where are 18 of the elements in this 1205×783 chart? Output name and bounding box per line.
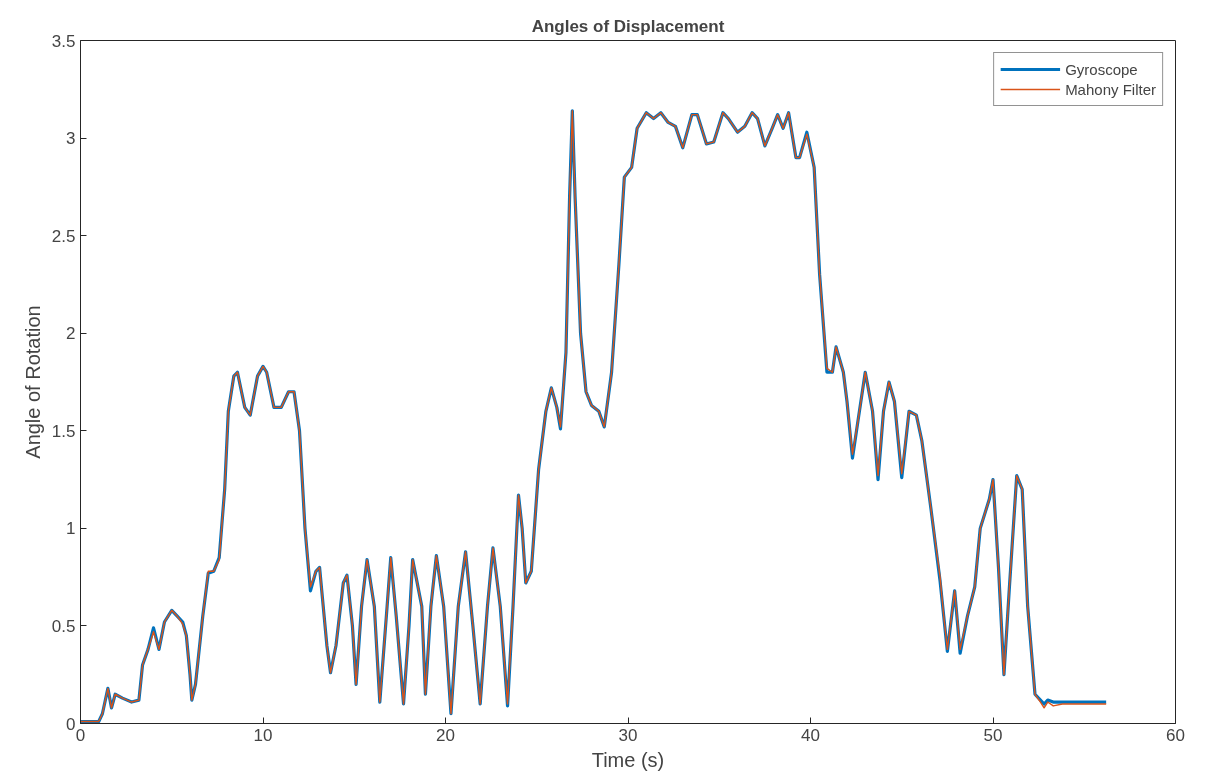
y-tick-label: 0.5 <box>51 616 76 636</box>
legend-label: Gyroscope <box>1065 60 1138 78</box>
y-tick-label: 1.5 <box>51 421 76 441</box>
y-tick-label: 3.5 <box>51 31 76 51</box>
y-tick-label: 2.5 <box>51 226 76 246</box>
legend-label: Mahony Filter <box>1065 80 1156 98</box>
x-tick-label: 50 <box>983 725 1003 745</box>
x-tick-label: 30 <box>618 725 638 745</box>
x-tick-label: 20 <box>436 725 455 745</box>
y-tick-label: 2 <box>66 324 76 344</box>
chart-title: Angles of Displacement <box>531 16 725 36</box>
x-axis-title: Time (s) <box>591 748 665 771</box>
y-tick-label: 3 <box>66 129 76 149</box>
y-axis-title: Angle of Rotation <box>21 305 44 459</box>
y-tick-label: 1 <box>66 519 76 539</box>
x-tick-label: 10 <box>253 725 273 745</box>
x-tick-label: 40 <box>801 725 820 745</box>
x-tick-label: 60 <box>1166 725 1185 745</box>
